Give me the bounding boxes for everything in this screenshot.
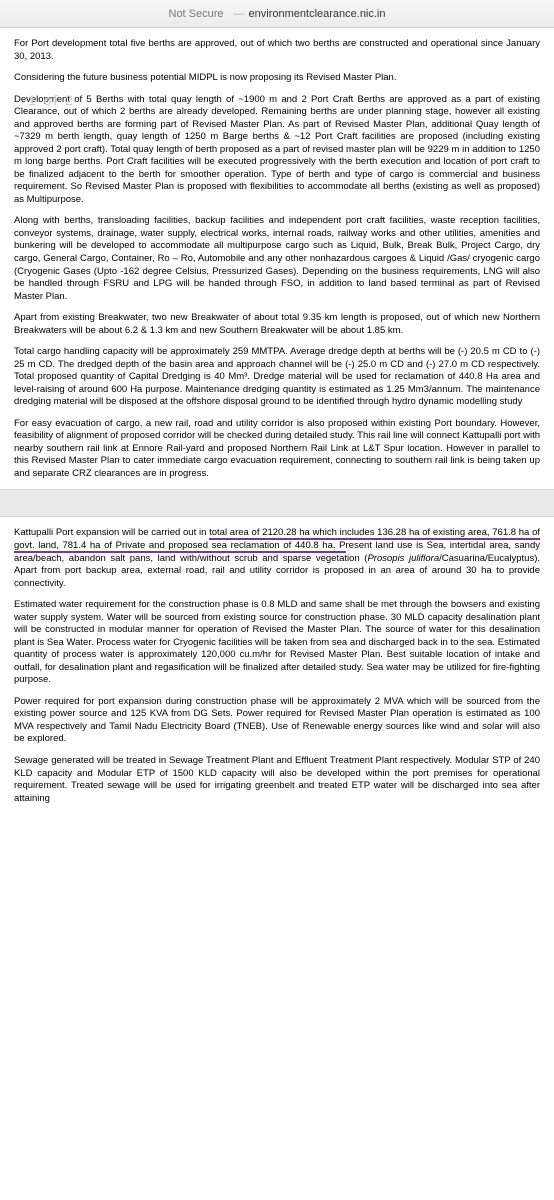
para8-lead: Kattupalli Port expansion will be carrie… [14,527,209,538]
para-expansion-area: Kattupalli Port expansion will be carrie… [14,527,540,590]
species-italic: Prosopis juliflora [367,553,439,564]
para-cargo-capacity: Total cargo handling capacity will be ap… [14,346,540,409]
para-midpl-proposal: Considering the future business potentia… [14,72,540,85]
document-body: For Port development total five berths a… [0,28,554,805]
page-break [0,489,554,517]
page-indicator: 1 of 2 [28,92,75,108]
not-secure-label: Not Secure [169,8,224,20]
para-rail-corridor: For easy evacuation of cargo, a new rail… [14,418,540,481]
para-water-requirement: Estimated water requirement for the cons… [14,599,540,687]
para-power-requirement: Power required for port expansion during… [14,696,540,746]
para-facilities: Along with berths, transloading faciliti… [14,215,540,303]
para-berths-approved: For Port development total five berths a… [14,38,540,63]
browser-header: Not Secure — environmentclearance.nic.in [0,0,554,28]
para-sewage-treatment: Sewage generated will be treated in Sewa… [14,755,540,805]
para-berth-development: Development of 5 Berths with total quay … [14,94,540,207]
header-dash: — [234,8,245,20]
page-url: environmentclearance.nic.in [249,8,386,20]
para-breakwater: Apart from existing Breakwater, two new … [14,312,540,337]
